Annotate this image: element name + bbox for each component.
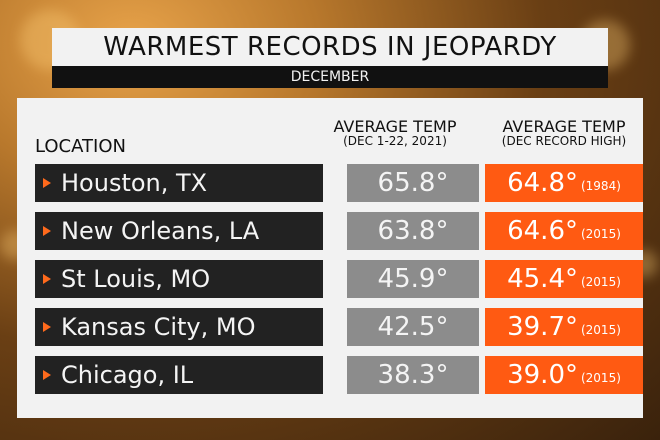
average-header-line2: (DEC 1-22, 2021): [343, 134, 447, 148]
location-name: Kansas City, MO: [61, 313, 256, 341]
arrow-icon: [43, 274, 51, 284]
record-temp: 64.8°: [507, 168, 578, 198]
record-temp: 39.0°: [507, 360, 578, 390]
arrow-icon: [43, 322, 51, 332]
record-temp-cell: 45.4° (2015): [485, 260, 643, 298]
arrow-icon: [43, 178, 51, 188]
location-cell: Chicago, IL: [35, 356, 323, 394]
record-temp-cell: 39.7° (2015): [485, 308, 643, 346]
record-year: (1984): [580, 179, 621, 193]
average-temp-cell: 38.3°: [347, 356, 479, 394]
record-header-line1: AVERAGE TEMP: [502, 117, 626, 136]
record-year: (2015): [580, 227, 621, 241]
record-header-line2: (DEC RECORD HIGH): [501, 134, 627, 148]
record-column-header: AVERAGE TEMP (DEC RECORD HIGH): [485, 117, 643, 149]
average-temp-cell: 65.8°: [347, 164, 479, 202]
location-name: Houston, TX: [61, 169, 208, 197]
location-name: New Orleans, LA: [61, 217, 260, 245]
record-temp: 64.6°: [507, 216, 578, 246]
record-year: (2015): [580, 275, 621, 289]
records-table: LOCATION AVERAGE TEMP (DEC 1-22, 2021) A…: [17, 98, 643, 418]
average-column-header: AVERAGE TEMP (DEC 1-22, 2021): [329, 117, 461, 149]
average-temp-cell: 42.5°: [347, 308, 479, 346]
average-temp-cell: 63.8°: [347, 212, 479, 250]
arrow-icon: [43, 370, 51, 380]
graphic-subtitle: DECEMBER: [52, 66, 608, 88]
arrow-icon: [43, 226, 51, 236]
record-temp: 39.7°: [507, 312, 578, 342]
location-column-header: LOCATION: [35, 136, 126, 157]
location-cell: Kansas City, MO: [35, 308, 323, 346]
record-temp-cell: 39.0° (2015): [485, 356, 643, 394]
location-name: St Louis, MO: [61, 265, 211, 293]
record-temp: 45.4°: [507, 264, 578, 294]
average-header-line1: AVERAGE TEMP: [333, 117, 457, 136]
location-name: Chicago, IL: [61, 361, 194, 389]
record-temp-cell: 64.6° (2015): [485, 212, 643, 250]
average-temp-cell: 45.9°: [347, 260, 479, 298]
record-year: (2015): [580, 371, 621, 385]
location-cell: St Louis, MO: [35, 260, 323, 298]
location-cell: Houston, TX: [35, 164, 323, 202]
location-cell: New Orleans, LA: [35, 212, 323, 250]
record-year: (2015): [580, 323, 621, 337]
graphic-title: WARMEST RECORDS IN JEOPARDY: [52, 28, 608, 66]
record-temp-cell: 64.8° (1984): [485, 164, 643, 202]
